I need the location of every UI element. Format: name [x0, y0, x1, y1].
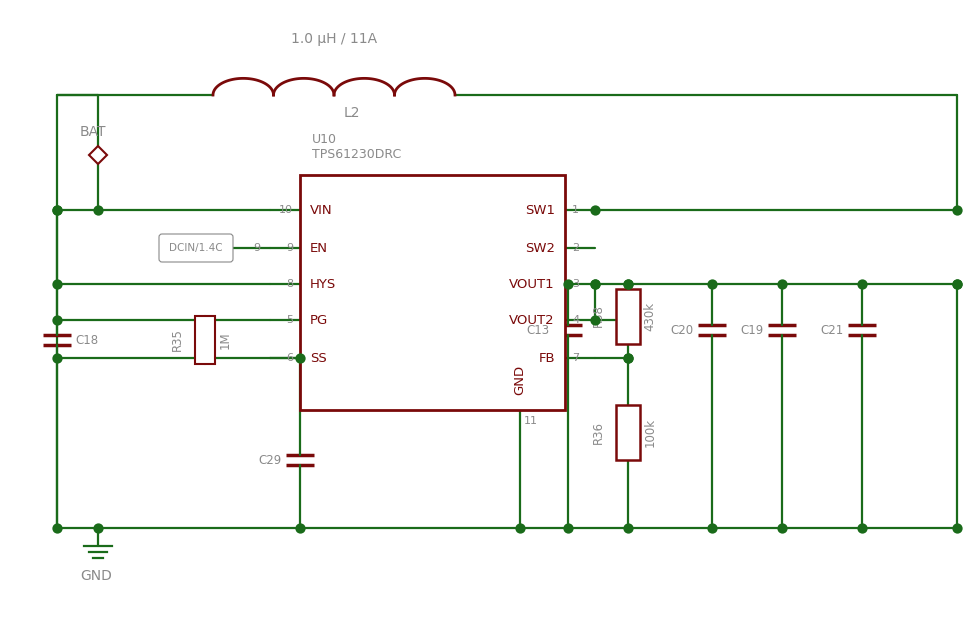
Point [49, 523, 65, 533]
Text: 100k: 100k [643, 417, 656, 446]
Text: VOUT2: VOUT2 [509, 313, 555, 326]
Text: 1M: 1M [218, 331, 231, 349]
Text: L2: L2 [343, 106, 360, 120]
Text: PG: PG [310, 313, 328, 326]
Text: 3: 3 [571, 279, 578, 289]
Text: R36: R36 [591, 420, 603, 443]
Text: 7: 7 [571, 353, 579, 363]
Text: DCIN/1.4C: DCIN/1.4C [169, 243, 223, 253]
Text: C29: C29 [258, 454, 282, 467]
Text: 5: 5 [286, 315, 292, 325]
Text: R35: R35 [170, 329, 183, 352]
Point [49, 205, 65, 215]
Point [853, 523, 868, 533]
Point [90, 523, 106, 533]
Text: 6: 6 [286, 353, 292, 363]
Point [703, 523, 719, 533]
Text: C20: C20 [670, 324, 693, 337]
Text: BAT: BAT [79, 125, 107, 139]
FancyBboxPatch shape [158, 234, 233, 262]
Point [619, 353, 635, 363]
Text: HYS: HYS [310, 277, 335, 290]
Bar [615, 289, 640, 344]
Point [587, 205, 602, 215]
Point [774, 279, 789, 289]
Text: 2: 2 [571, 243, 579, 253]
Point [587, 279, 602, 289]
Point [587, 279, 602, 289]
Point [619, 523, 635, 533]
Point [949, 523, 964, 533]
Point [774, 523, 789, 533]
Point [587, 315, 602, 325]
Text: C18: C18 [75, 334, 98, 347]
Text: VIN: VIN [310, 204, 333, 217]
Point [49, 353, 65, 363]
Text: SS: SS [310, 352, 327, 365]
Point [49, 315, 65, 325]
Point [559, 279, 575, 289]
Point [619, 353, 635, 363]
Point [291, 523, 307, 533]
Text: FB: FB [538, 352, 555, 365]
Point [291, 353, 307, 363]
Text: 1: 1 [571, 205, 578, 215]
Point [90, 205, 106, 215]
Text: TPS61230DRC: TPS61230DRC [312, 148, 401, 161]
Text: 11: 11 [523, 416, 538, 426]
Text: GND: GND [80, 569, 111, 583]
Point [559, 523, 575, 533]
Text: 9: 9 [286, 243, 292, 253]
Point [853, 279, 868, 289]
Point [619, 279, 635, 289]
Point [49, 205, 65, 215]
Text: 10: 10 [279, 205, 292, 215]
Text: 1.0 μH / 11A: 1.0 μH / 11A [290, 32, 377, 46]
Text: 8: 8 [286, 279, 292, 289]
Point [949, 279, 964, 289]
Point [949, 279, 964, 289]
Text: R38: R38 [591, 305, 603, 327]
Text: U10: U10 [312, 133, 336, 146]
Text: EN: EN [310, 241, 328, 254]
Text: C21: C21 [820, 324, 843, 337]
Point [49, 279, 65, 289]
Point [619, 279, 635, 289]
Text: GND: GND [513, 365, 526, 395]
Bar [299, 175, 564, 410]
Text: VOUT1: VOUT1 [509, 277, 555, 290]
Text: 430k: 430k [643, 301, 656, 331]
Text: SW1: SW1 [524, 204, 555, 217]
Text: C13: C13 [526, 324, 550, 337]
Point [703, 279, 719, 289]
Text: 4: 4 [571, 315, 579, 325]
Point [949, 205, 964, 215]
Bar [195, 316, 215, 364]
Text: C19: C19 [740, 324, 763, 337]
Bar [615, 405, 640, 460]
Text: 9: 9 [252, 243, 260, 253]
Point [511, 523, 527, 533]
Text: SW2: SW2 [524, 241, 555, 254]
Polygon shape [89, 146, 107, 164]
